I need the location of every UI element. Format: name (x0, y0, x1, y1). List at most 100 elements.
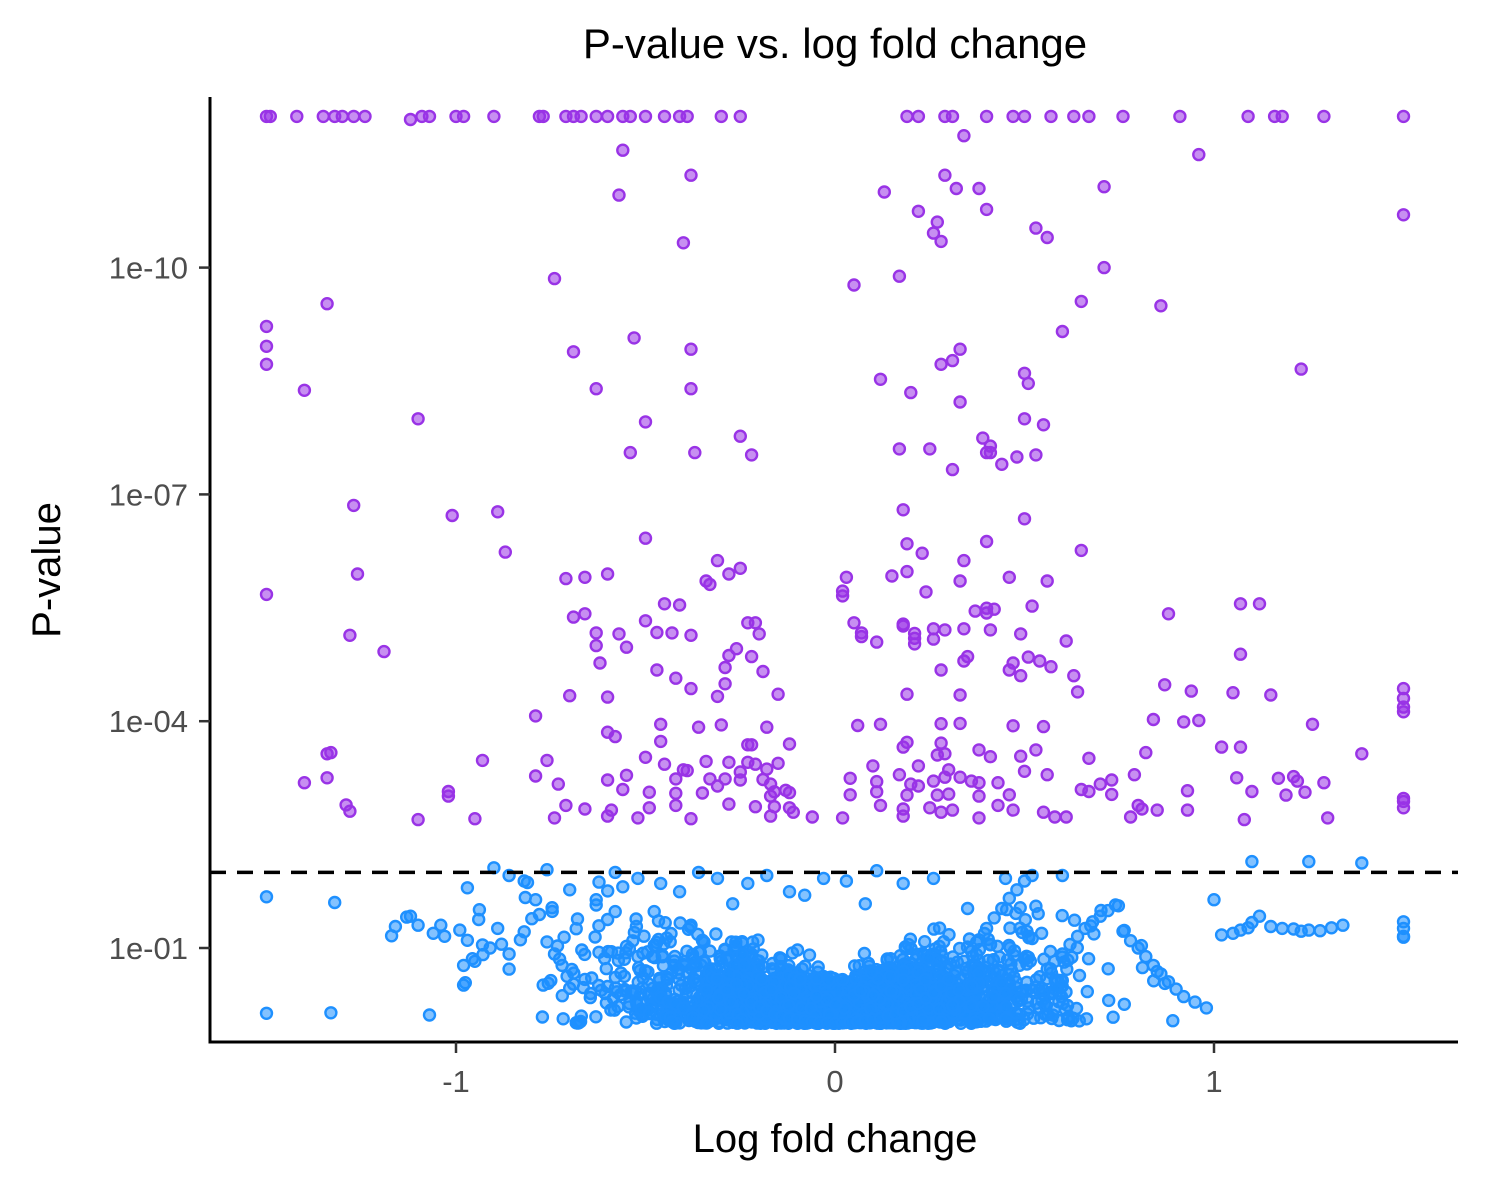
significant-point (710, 779, 725, 793)
nonsignificant-point (638, 964, 653, 978)
nonsignificant-point (751, 933, 765, 947)
nonsignificant-point (608, 970, 623, 985)
significant-point (335, 109, 349, 124)
significant-point (347, 109, 361, 124)
significant-point (722, 797, 736, 811)
nonsignificant-point (1067, 913, 1082, 927)
nonsignificant-point (1035, 993, 1049, 1008)
significant-point (733, 429, 747, 443)
significant-point (403, 112, 418, 127)
significant-point (733, 561, 747, 575)
nonsignificant-point (809, 989, 824, 1003)
nonsignificant-point (592, 919, 606, 933)
nonsignificant-point (642, 1006, 657, 1021)
nonsignificant-point (964, 944, 979, 958)
significant-point (892, 768, 907, 782)
nonsignificant-point (665, 1015, 679, 1029)
nonsignificant-point (722, 967, 736, 981)
significant-point (1059, 810, 1073, 824)
nonsignificant-point (1080, 984, 1095, 999)
significant-point (1184, 684, 1199, 698)
nonsignificant-point (1055, 908, 1069, 923)
nonsignificant-point (986, 953, 1001, 967)
significant-point (748, 616, 763, 630)
significant-point (456, 109, 471, 124)
nonsignificant-point (720, 983, 734, 997)
significant-point (1006, 109, 1020, 124)
significant-point (938, 168, 952, 182)
significant-point (748, 800, 763, 814)
significant-point (1176, 715, 1191, 729)
significant-point (923, 801, 937, 815)
significant-point (938, 770, 952, 784)
significant-point (718, 677, 732, 691)
nonsignificant-point (918, 935, 932, 949)
significant-point (600, 567, 615, 581)
nonsignificant-point (896, 876, 910, 891)
nonsignificant-point (1275, 921, 1289, 936)
significant-point (934, 357, 948, 371)
nonsignificant-point (979, 921, 994, 936)
significant-point (657, 757, 672, 771)
y-axis-ticks: 1e-10 1e-07 1e-04 1e-01 (109, 251, 210, 966)
significant-point (1241, 109, 1255, 124)
nonsignificant-point (730, 1016, 744, 1030)
nonsignificant-point (729, 935, 743, 949)
nonsignificant-point (658, 916, 672, 930)
nonsignificant-point (456, 958, 471, 973)
significant-point (1032, 654, 1047, 668)
nonsignificant-point (921, 951, 936, 965)
nonsignificant-point (535, 1010, 550, 1024)
nonsignificant-point (567, 966, 581, 980)
significant-point (904, 385, 918, 400)
chart-title: P-value vs. log fold change (583, 20, 1087, 67)
nonsignificant-point (589, 1010, 603, 1024)
significant-point (1006, 803, 1020, 817)
nonsignificant-point (957, 954, 971, 968)
significant-point (953, 395, 967, 409)
nonsignificant-point (1022, 931, 1036, 945)
significant-point (1082, 109, 1096, 124)
nonsignificant-point (616, 880, 630, 894)
significant-point (1226, 686, 1240, 700)
nonsignificant-point (588, 930, 602, 944)
significant-point (900, 564, 914, 579)
significant-point (566, 610, 581, 624)
nonsignificant-point (916, 1013, 930, 1027)
significant-point (1157, 678, 1172, 692)
significant-point (710, 553, 725, 568)
significant-point (945, 803, 960, 817)
nonsignificant-point (713, 1002, 727, 1017)
significant-point (744, 448, 759, 462)
nonsignificant-point (557, 930, 571, 944)
significant-point (1279, 788, 1293, 802)
significant-point (691, 720, 706, 734)
significant-point (733, 773, 747, 787)
nonsignificant-point (1020, 1007, 1035, 1021)
significant-point (1044, 109, 1058, 124)
significant-point (669, 671, 683, 685)
significant-point (839, 570, 854, 584)
significant-point (1317, 776, 1331, 790)
nonsignificant-point (647, 904, 661, 919)
nonsignificant-point (969, 1015, 983, 1029)
significant-point (1396, 801, 1411, 815)
nonsignificant-point (622, 1000, 636, 1014)
nonsignificant-point (976, 999, 990, 1013)
significant-point (843, 771, 857, 785)
significant-point (976, 431, 990, 445)
significant-point (1014, 627, 1028, 641)
significant-point (358, 109, 372, 124)
nonsignificant-point (1252, 909, 1267, 923)
nonsignificant-point (491, 921, 505, 936)
nonsignificant-point (899, 942, 913, 956)
significant-point (578, 607, 592, 621)
significant-point (593, 656, 607, 670)
nonsignificant-point (654, 876, 668, 891)
significant-point (953, 574, 967, 588)
nonsignificant-point (1055, 947, 1070, 961)
nonsignificant-point (686, 1011, 700, 1025)
nonsignificant-point (695, 933, 710, 947)
significant-point (623, 109, 637, 124)
